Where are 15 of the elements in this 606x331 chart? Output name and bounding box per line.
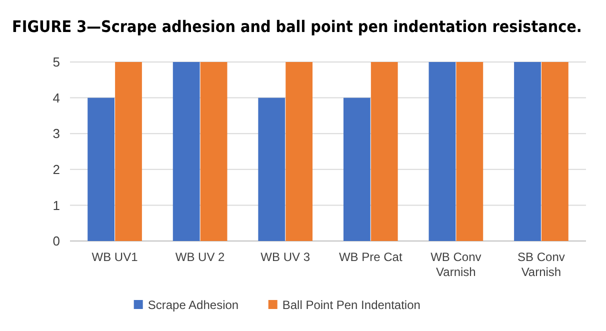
- chart-title: FIGURE 3—Scrape adhesion and ball point pen indentation resistance.: [12, 17, 582, 36]
- x-tick-label: WB UV 3: [260, 250, 310, 264]
- y-tick-label: 1: [52, 198, 60, 213]
- x-tick-label: SB Conv Varnish: [518, 250, 565, 279]
- x-tick-label: WB UV 2: [175, 250, 226, 264]
- legend-label: Ball Point Pen Indentation: [282, 298, 420, 312]
- x-tick-label: WB Pre Cat: [338, 250, 403, 264]
- y-tick-label: 4: [52, 90, 60, 106]
- y-tick-label: 5: [52, 54, 60, 70]
- x-tick-label: WB UV1: [92, 250, 138, 264]
- y-tick-label: 0: [52, 234, 60, 249]
- legend-label: Scrape Adhesion: [148, 298, 239, 312]
- y-tick-label: 2: [52, 162, 60, 177]
- x-tick-label: WB Conv Varnish: [430, 250, 482, 279]
- y-tick-label: 3: [52, 126, 60, 142]
